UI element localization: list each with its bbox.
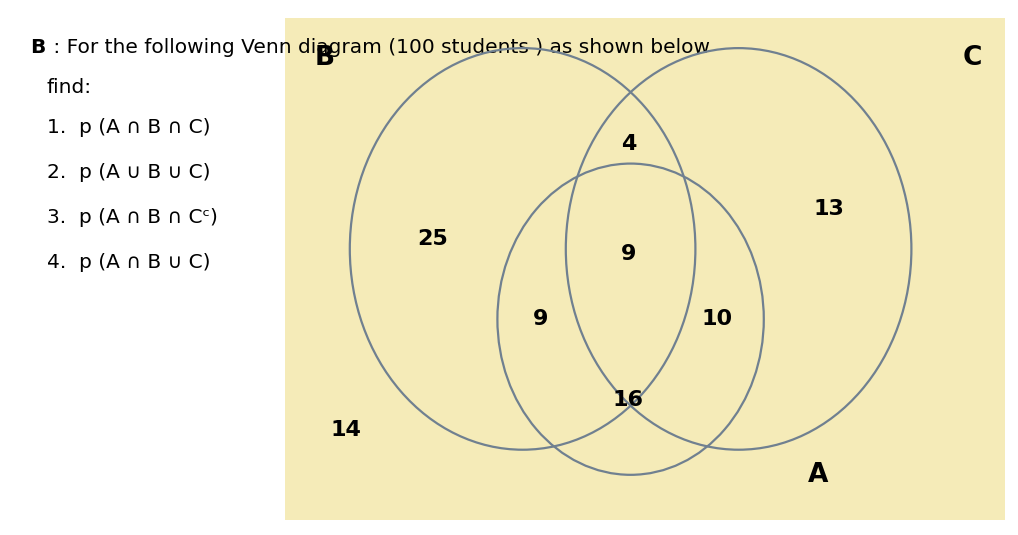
Text: B: B	[30, 38, 45, 57]
Text: 1.  p (A ∩ B ∩ C): 1. p (A ∩ B ∩ C)	[47, 118, 211, 137]
Text: 2.  p (A ∪ B ∪ C): 2. p (A ∪ B ∪ C)	[47, 163, 211, 182]
Text: 14: 14	[331, 419, 361, 440]
Text: A: A	[807, 462, 828, 488]
Text: : For the following Venn diagram (100 students ) as shown below: : For the following Venn diagram (100 st…	[47, 38, 710, 57]
Text: 16: 16	[613, 389, 644, 409]
Text: 10: 10	[701, 309, 733, 329]
Text: find:: find:	[47, 78, 92, 97]
Text: 4: 4	[621, 134, 636, 154]
Text: 9: 9	[621, 244, 636, 264]
Text: C: C	[963, 45, 982, 71]
Text: 13: 13	[813, 199, 844, 219]
Text: B: B	[315, 45, 335, 71]
Text: 3.  p (A ∩ B ∩ Cᶜ): 3. p (A ∩ B ∩ Cᶜ)	[47, 208, 218, 227]
Text: 9: 9	[532, 309, 549, 329]
FancyBboxPatch shape	[285, 18, 1005, 520]
Text: 4.  p (A ∩ B ∪ C): 4. p (A ∩ B ∪ C)	[47, 253, 211, 272]
Text: 25: 25	[417, 229, 448, 249]
